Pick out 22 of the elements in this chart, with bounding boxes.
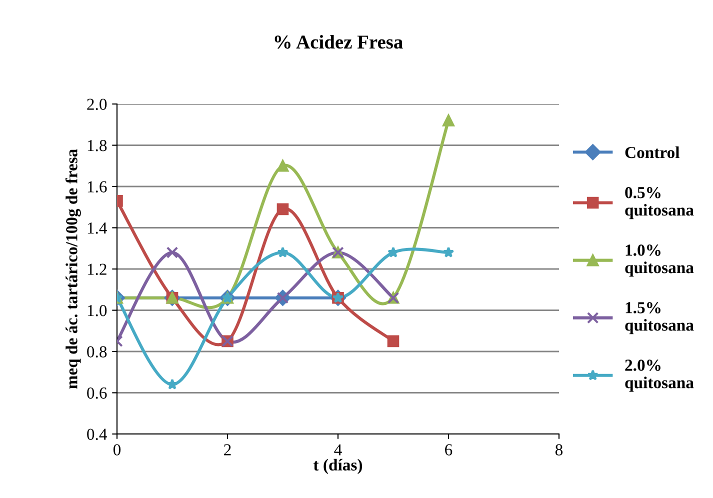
legend-label: Control [625,146,680,158]
y-tick-label: 1.4 [88,222,108,234]
y-tick-label: 1.0 [88,304,107,316]
legend-label: 2.0% quitosana [625,360,694,392]
y-tick-label: 1.8 [88,140,107,152]
y-tick-label: 0.4 [87,428,108,440]
y-tick-label: 0.6 [87,387,107,399]
chart-title: % Acidez Fresa [274,34,403,49]
x-tick-label: 0 [113,444,121,456]
legend-label: 0.5% quitosana [625,187,694,220]
x-tick-label: 8 [555,444,563,456]
y-tick-label: 2.0 [87,98,107,110]
legend-label: 1.5% quitosana [625,302,694,334]
y-tick-label: 0.8 [87,346,107,358]
x-axis-title: t (días) [314,458,362,474]
x-tick-label: 2 [224,444,231,456]
legend-label: 1.0% quitosana [625,244,694,277]
y-axis-title: meq de ác. tartárico/100g de fresa [65,149,81,389]
y-tick-label: 1.2 [88,264,106,276]
x-tick-label: 6 [445,444,452,456]
x-tick-label: 4 [334,444,342,456]
y-tick-label: 1.6 [88,181,107,193]
